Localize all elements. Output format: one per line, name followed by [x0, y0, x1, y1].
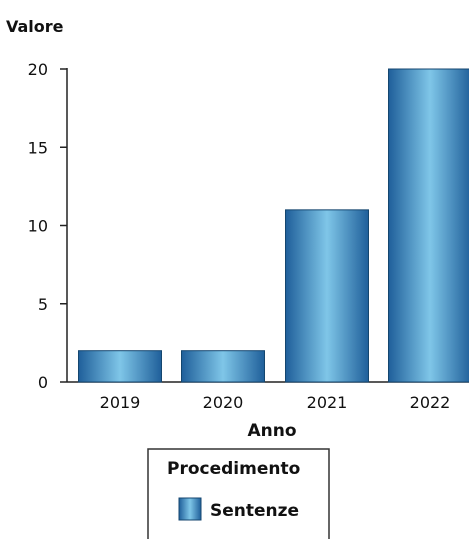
bar-2019	[78, 350, 162, 383]
y-axis-ticks: 0 5 10 15 20	[28, 60, 67, 392]
y-tick-label-5: 5	[38, 295, 48, 314]
legend-swatch-sentenze	[178, 497, 202, 521]
x-axis-ticks: 2019 2020 2021 2022	[100, 393, 451, 412]
legend: Procedimento Sentenze	[147, 448, 330, 539]
x-axis-label: Anno	[247, 421, 296, 441]
bar-2020	[181, 350, 265, 383]
legend-item-sentenze: Sentenze	[210, 501, 299, 521]
y-axis-label: Valore	[6, 17, 64, 36]
y-tick-label-15: 15	[28, 138, 48, 157]
x-tick-label-2019: 2019	[100, 393, 141, 412]
legend-title: Procedimento	[167, 459, 300, 479]
x-tick-label-2021: 2021	[307, 393, 348, 412]
x-tick-label-2020: 2020	[203, 393, 244, 412]
y-tick-label-10: 10	[28, 217, 48, 236]
x-tick-label-2022: 2022	[410, 393, 451, 412]
bar-2022	[388, 68, 469, 383]
y-tick-label-0: 0	[38, 373, 48, 392]
legend-box	[147, 448, 330, 539]
bars	[78, 68, 469, 383]
bar-2021	[285, 209, 369, 383]
y-tick-label-20: 20	[28, 60, 48, 79]
